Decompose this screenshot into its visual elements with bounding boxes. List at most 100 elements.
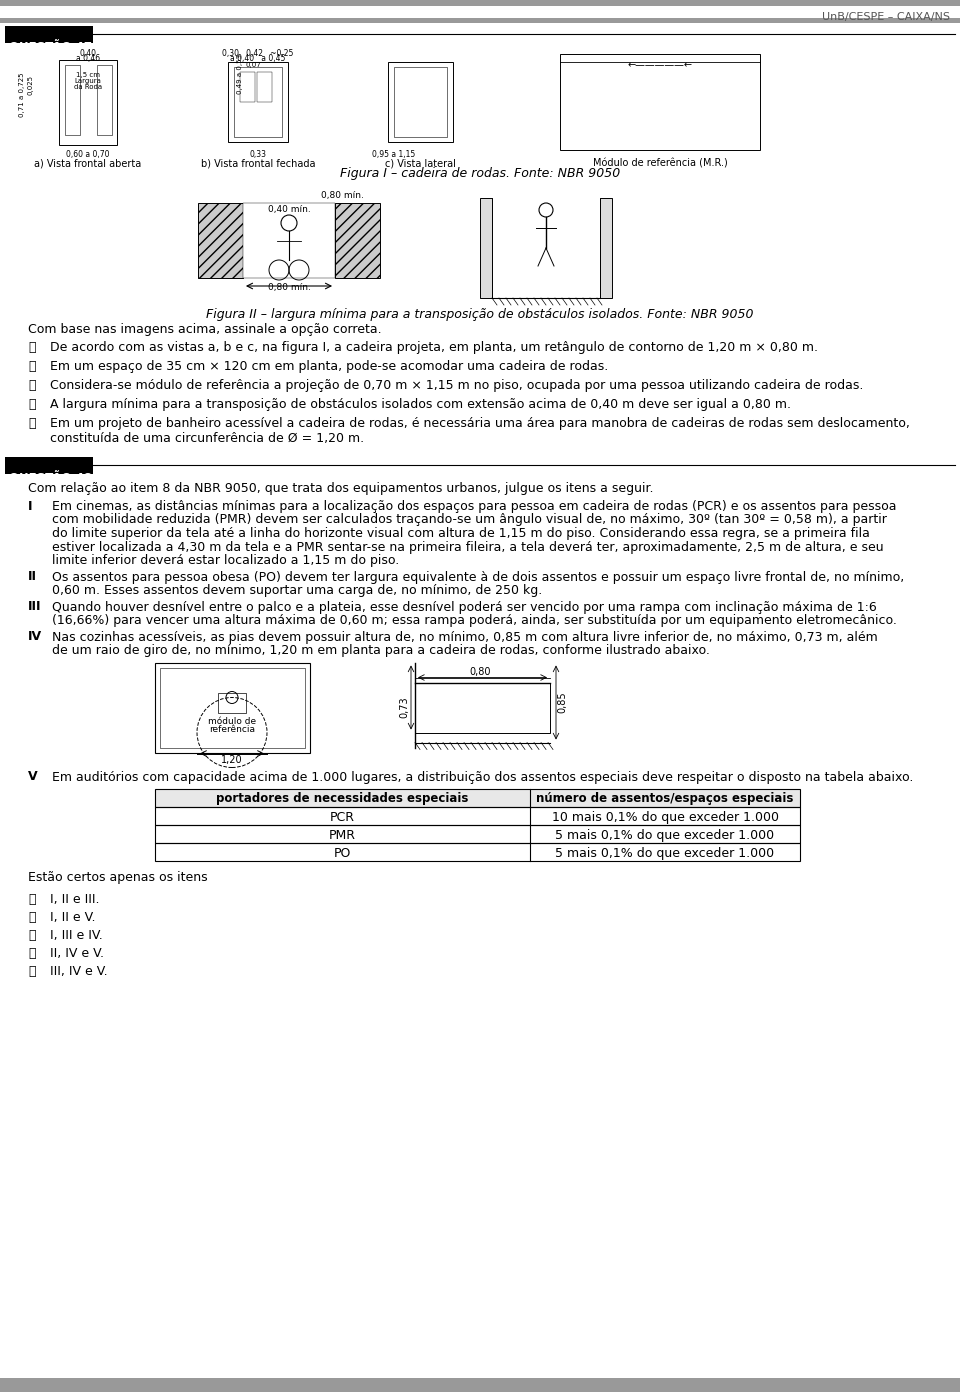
Text: 0,71 a 0,725: 0,71 a 0,725 xyxy=(19,72,25,117)
Bar xyxy=(560,54,760,150)
Text: Nas cozinhas acessíveis, as pias devem possuir altura de, no mínimo, 0,85 m com : Nas cozinhas acessíveis, as pias devem p… xyxy=(52,631,877,643)
Text: Ⓓ: Ⓓ xyxy=(28,947,36,960)
Bar xyxy=(415,682,550,732)
Text: UnB/CESPE – CAIXA/NS: UnB/CESPE – CAIXA/NS xyxy=(822,13,950,22)
Bar xyxy=(97,65,112,135)
Text: I, II e V.: I, II e V. xyxy=(50,910,95,924)
Bar xyxy=(600,198,612,298)
Text: Estão certos apenas os itens: Estão certos apenas os itens xyxy=(28,871,207,884)
Text: III: III xyxy=(28,600,41,614)
Text: 0,80 mín.: 0,80 mín. xyxy=(268,283,310,292)
Bar xyxy=(198,203,243,278)
Text: I: I xyxy=(28,500,33,514)
Text: QUESTÃO 48: QUESTÃO 48 xyxy=(9,470,92,484)
Text: módulo de: módulo de xyxy=(208,717,256,727)
Bar xyxy=(388,63,453,142)
Text: A largura mínima para a transposição de obstáculos isolados com extensão acima d: A largura mínima para a transposição de … xyxy=(50,398,791,411)
Bar xyxy=(335,203,380,278)
Text: 0,73: 0,73 xyxy=(399,696,409,718)
Bar xyxy=(234,67,282,136)
Bar xyxy=(0,18,960,24)
Text: b) Vista frontal fechada: b) Vista frontal fechada xyxy=(201,159,315,168)
Bar xyxy=(155,663,310,753)
Bar xyxy=(155,789,800,807)
Text: 0,80: 0,80 xyxy=(469,668,491,678)
Text: 10 mais 0,1% do que exceder 1.000: 10 mais 0,1% do que exceder 1.000 xyxy=(551,812,779,824)
Text: referência: referência xyxy=(209,725,255,735)
Text: 1,20: 1,20 xyxy=(221,756,243,766)
Bar xyxy=(243,203,335,278)
Text: 5 mais 0,1% do que exceder 1.000: 5 mais 0,1% do que exceder 1.000 xyxy=(556,846,775,860)
Bar xyxy=(228,63,288,142)
Text: 0,40: 0,40 xyxy=(80,49,97,58)
Text: Ⓐ: Ⓐ xyxy=(28,341,36,354)
Text: I, III e IV.: I, III e IV. xyxy=(50,928,103,942)
Bar xyxy=(480,198,492,298)
Text: da Roda: da Roda xyxy=(74,84,102,90)
Text: Largura: Largura xyxy=(75,78,102,84)
Text: 0,95 a 1,15: 0,95 a 1,15 xyxy=(372,150,416,159)
Text: portadores de necessidades especiais: portadores de necessidades especiais xyxy=(216,792,468,805)
Bar xyxy=(240,72,255,102)
Bar xyxy=(155,807,800,825)
Text: PO: PO xyxy=(333,846,350,860)
Text: Figura I – cadeira de rodas. Fonte: NBR 9050: Figura I – cadeira de rodas. Fonte: NBR … xyxy=(340,167,620,180)
Text: ←—————←: ←—————← xyxy=(628,60,692,70)
Text: Em auditórios com capacidade acima de 1.000 lugares, a distribuição dos assentos: Em auditórios com capacidade acima de 1.… xyxy=(52,771,913,784)
Text: 5 mais 0,1% do que exceder 1.000: 5 mais 0,1% do que exceder 1.000 xyxy=(556,830,775,842)
Text: Com relação ao item 8 da NBR 9050, que trata dos equipamentos urbanos, julgue os: Com relação ao item 8 da NBR 9050, que t… xyxy=(28,482,654,496)
Text: PCR: PCR xyxy=(329,812,354,824)
Bar xyxy=(5,26,93,43)
Text: PMR: PMR xyxy=(328,830,355,842)
Text: a 0,40   a 0,45: a 0,40 a 0,45 xyxy=(230,54,286,63)
Text: 0,07: 0,07 xyxy=(245,63,261,68)
Bar xyxy=(155,844,800,862)
Text: Considera-se módulo de referência a projeção de 0,70 m × 1,15 m no piso, ocupada: Considera-se módulo de referência a proj… xyxy=(50,379,863,393)
Text: 0,60 m. Esses assentos devem suportar uma carga de, no mínimo, de 250 kg.: 0,60 m. Esses assentos devem suportar um… xyxy=(52,585,542,597)
Bar xyxy=(5,457,93,475)
Text: I, II e III.: I, II e III. xyxy=(50,894,100,906)
Text: 0,85: 0,85 xyxy=(557,692,567,713)
Text: Em um espaço de 35 cm × 120 cm em planta, pode-se acomodar uma cadeira de rodas.: Em um espaço de 35 cm × 120 cm em planta… xyxy=(50,361,609,373)
Text: De acordo com as vistas a, b e c, na figura I, a cadeira projeta, em planta, um : De acordo com as vistas a, b e c, na fig… xyxy=(50,341,818,354)
Text: Os assentos para pessoa obesa (PO) devem ter largura equivalente à de dois assen: Os assentos para pessoa obesa (PO) devem… xyxy=(52,571,904,583)
Bar xyxy=(155,825,800,844)
Text: IV: IV xyxy=(28,631,42,643)
Text: a) Vista frontal aberta: a) Vista frontal aberta xyxy=(35,159,142,168)
Text: Ⓔ: Ⓔ xyxy=(28,965,36,979)
Text: (16,66%) para vencer uma altura máxima de 0,60 m; essa rampa poderá, ainda, ser : (16,66%) para vencer uma altura máxima d… xyxy=(52,614,897,626)
Text: Ⓔ: Ⓔ xyxy=(28,418,36,430)
Text: 0,80 mín.: 0,80 mín. xyxy=(321,191,364,200)
Bar xyxy=(65,65,80,135)
Bar xyxy=(218,692,246,713)
Text: Ⓐ: Ⓐ xyxy=(28,894,36,906)
Text: número de assentos/espaços especiais: número de assentos/espaços especiais xyxy=(537,792,794,805)
Text: do limite superior da tela até a linha do horizonte visual com altura de 1,15 m : do limite superior da tela até a linha d… xyxy=(52,528,870,540)
Text: III, IV e V.: III, IV e V. xyxy=(50,965,108,979)
Text: limite inferior deverá estar localizado a 1,15 m do piso.: limite inferior deverá estar localizado … xyxy=(52,554,399,567)
Text: 1,5 cm: 1,5 cm xyxy=(76,72,100,78)
Text: Em um projeto de banheiro acessível a cadeira de rodas, é necessária uma área pa: Em um projeto de banheiro acessível a ca… xyxy=(50,418,910,430)
Bar xyxy=(59,60,117,145)
Bar xyxy=(0,1378,960,1385)
Text: II, IV e V.: II, IV e V. xyxy=(50,947,104,960)
Text: Ⓑ: Ⓑ xyxy=(28,910,36,924)
Text: 0,33: 0,33 xyxy=(250,150,267,159)
Text: Ⓒ: Ⓒ xyxy=(28,928,36,942)
Text: 0,40 mín.: 0,40 mín. xyxy=(268,205,310,214)
Bar xyxy=(394,67,447,136)
Text: estiver localizada a 4,30 m da tela e a PMR sentar-se na primeira fileira, a tel: estiver localizada a 4,30 m da tela e a … xyxy=(52,540,883,554)
Text: QUESTÃO 47: QUESTÃO 47 xyxy=(9,40,92,53)
Text: Módulo de referência (M.R.): Módulo de referência (M.R.) xyxy=(592,159,728,168)
Text: Quando houver desnível entre o palco e a plateia, esse desnível poderá ser venci: Quando houver desnível entre o palco e a… xyxy=(52,600,876,614)
Bar xyxy=(160,668,305,748)
Text: de um raio de giro de, no mínimo, 1,20 m em planta para a cadeira de rodas, conf: de um raio de giro de, no mínimo, 1,20 m… xyxy=(52,644,709,657)
Text: 0,025: 0,025 xyxy=(27,75,33,95)
Text: Ⓒ: Ⓒ xyxy=(28,379,36,393)
Bar xyxy=(0,0,960,6)
Text: constituída de uma circunferência de Ø = 1,20 m.: constituída de uma circunferência de Ø =… xyxy=(50,432,364,445)
Text: Em cinemas, as distâncias mínimas para a localização dos espaços para pessoa em : Em cinemas, as distâncias mínimas para a… xyxy=(52,500,897,514)
Text: com mobilidade reduzida (PMR) devem ser calculados traçando-se um ângulo visual : com mobilidade reduzida (PMR) devem ser … xyxy=(52,514,887,526)
Bar xyxy=(257,72,272,102)
Text: 0,30   0,42   ~0,25: 0,30 0,42 ~0,25 xyxy=(223,49,294,58)
